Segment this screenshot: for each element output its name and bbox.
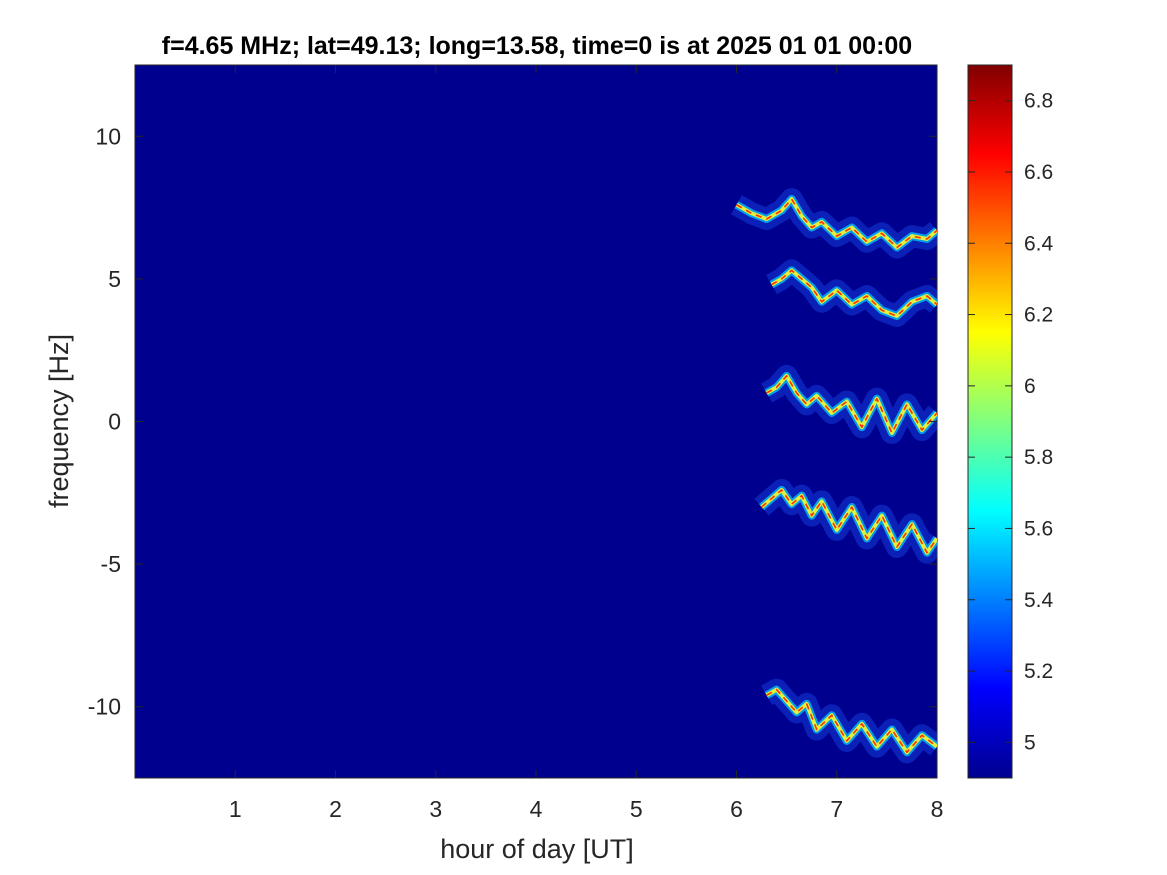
x-tick-label: 1 bbox=[229, 796, 242, 822]
x-tick-label: 3 bbox=[429, 796, 442, 822]
colorbar-axis: 6.8 6.6 6.4 6.2 6 5.8 5.6 5.4 5.2 5 bbox=[968, 90, 1054, 754]
x-tick-label: 8 bbox=[931, 796, 944, 822]
colorbar-tick-label: 5 bbox=[1024, 731, 1036, 754]
x-tick-label: 6 bbox=[730, 796, 743, 822]
trace-band bbox=[765, 687, 937, 755]
trace-core bbox=[766, 375, 937, 434]
signal-traces bbox=[731, 188, 937, 764]
plot-area bbox=[134, 64, 938, 779]
x-tick-label: 4 bbox=[530, 796, 543, 822]
trace-core bbox=[771, 269, 937, 317]
y-tick-label: 0 bbox=[108, 409, 121, 435]
colorbar-tick-label: 6.8 bbox=[1024, 90, 1053, 113]
y-tick-label: 5 bbox=[108, 266, 121, 292]
colorbar-tick-label: 5.8 bbox=[1024, 446, 1053, 469]
x-axis-label: hour of day [UT] bbox=[440, 834, 634, 864]
y-tick-label: -10 bbox=[88, 694, 121, 720]
x-axis: 1 2 3 4 5 6 7 8 bbox=[229, 65, 944, 822]
x-tick-label: 7 bbox=[830, 796, 843, 822]
colorbar bbox=[967, 64, 1013, 779]
colorbar-tick-label: 6 bbox=[1024, 375, 1036, 398]
y-tick-label: -5 bbox=[101, 551, 121, 577]
y-axis: 10 5 0 -5 -10 bbox=[88, 123, 937, 720]
y-axis-label: frequency [Hz] bbox=[44, 334, 74, 508]
colorbar-tick-label: 6.2 bbox=[1024, 304, 1053, 327]
colorbar-tick-label: 5.6 bbox=[1024, 517, 1053, 540]
x-tick-label: 5 bbox=[630, 796, 643, 822]
colorbar-tick-label: 5.2 bbox=[1024, 660, 1053, 683]
trace-band bbox=[760, 487, 937, 555]
chart-title: f=4.65 MHz; lat=49.13; long=13.58, time=… bbox=[162, 32, 912, 60]
trace-core bbox=[736, 198, 937, 249]
y-tick-label: 10 bbox=[95, 123, 121, 149]
x-tick-label: 2 bbox=[329, 796, 342, 822]
colorbar-tick-label: 5.4 bbox=[1024, 589, 1054, 612]
colorbar-tick-label: 6.4 bbox=[1024, 232, 1054, 255]
colorbar-tick-label: 6.6 bbox=[1024, 161, 1053, 184]
